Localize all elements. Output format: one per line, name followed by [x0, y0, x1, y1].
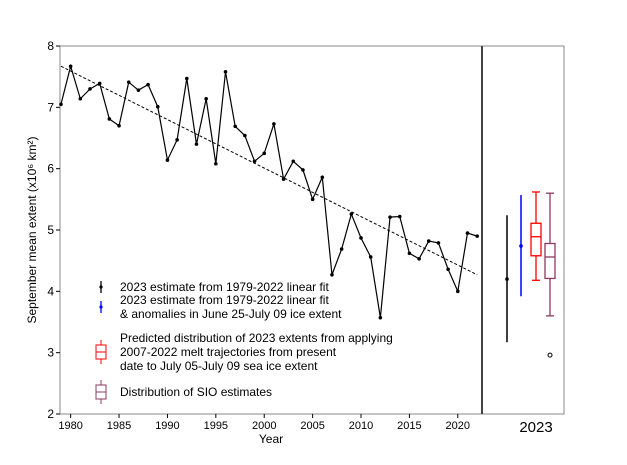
estimate-point	[519, 244, 523, 248]
data-point	[388, 215, 392, 219]
data-point	[59, 102, 63, 107]
estimate-point	[505, 277, 509, 281]
data-point	[339, 247, 344, 251]
data-point	[349, 212, 354, 216]
data-point	[465, 231, 470, 235]
data-point	[117, 123, 121, 128]
data-point	[397, 214, 402, 219]
data-point	[184, 76, 189, 81]
x-tick-label: 1995	[204, 420, 228, 432]
x-tick-label: 2015	[397, 420, 421, 432]
x-tick-label: 1990	[155, 420, 179, 432]
trend-line	[60, 65, 478, 276]
data-point	[194, 142, 199, 146]
x-tick-label: 1985	[107, 420, 131, 432]
x-tick-label: 2000	[252, 420, 276, 432]
data-point	[243, 133, 247, 138]
data-point	[214, 161, 218, 166]
data-point	[378, 315, 383, 320]
data-point	[272, 122, 276, 126]
data-point	[68, 64, 73, 69]
data-point	[368, 255, 373, 259]
x-tick-label: 1980	[58, 420, 82, 432]
y-tick-label: 6	[47, 162, 54, 176]
data-point	[175, 138, 179, 142]
legend-label: Distribution of SIO estimates	[120, 385, 272, 399]
side-x-label: 2023	[519, 419, 552, 436]
data-point	[320, 175, 325, 180]
data-point	[107, 117, 112, 121]
data-point	[204, 96, 208, 101]
legend: 2023 estimate from 1979-2022 linear fit2…	[95, 280, 393, 404]
data-point	[359, 236, 363, 240]
data-point	[97, 81, 102, 86]
box	[530, 222, 542, 257]
data-point	[78, 96, 83, 101]
legend-label: & anomalies in June 25-July 09 ice exten…	[120, 307, 342, 321]
legend-point-icon	[99, 305, 103, 309]
legend-label: 2007-2022 melt trajectories from present	[120, 345, 337, 359]
data-point	[146, 82, 150, 87]
y-tick-label: 3	[47, 346, 54, 360]
data-point	[456, 289, 460, 294]
outlier	[547, 352, 553, 358]
x-tick-label: 2010	[349, 420, 373, 432]
data-point	[301, 168, 305, 172]
x-tick-label: 2020	[446, 420, 470, 432]
series-line	[60, 63, 478, 318]
legend-label: 2023 estimate from 1979-2022 linear fit	[120, 280, 329, 294]
y-tick-label: 4	[47, 284, 54, 298]
y-tick-label: 2	[47, 407, 54, 421]
data-point	[281, 177, 286, 181]
data-point	[291, 159, 296, 164]
y-tick-label: 5	[47, 223, 54, 237]
data-point	[155, 104, 160, 109]
data-point	[262, 151, 267, 156]
y-tick-label: 8	[47, 39, 54, 53]
data-point	[407, 251, 412, 256]
data-point	[165, 158, 170, 162]
y-tick-label: 7	[47, 100, 54, 114]
legend-label: date to July 05-July 09 sea ice extent	[120, 359, 318, 373]
data-point	[223, 69, 228, 74]
data-point	[310, 197, 315, 202]
data-point	[252, 159, 257, 164]
data-point	[475, 234, 479, 238]
data-point	[88, 87, 92, 91]
box	[544, 242, 556, 280]
x-axis-label: Year	[259, 432, 283, 446]
legend-label: Predicted distribution of 2023 extents f…	[120, 331, 393, 345]
x-tick-label: 2005	[300, 420, 324, 432]
y-axis-label: September mean extent (x10⁶ km²)	[25, 136, 39, 323]
data-point	[426, 239, 431, 243]
data-point	[126, 80, 131, 84]
data-point	[436, 241, 441, 245]
data-point	[233, 124, 237, 129]
side-axes-frame	[481, 45, 565, 415]
data-point	[330, 272, 334, 277]
data-point	[417, 257, 421, 261]
legend-point-icon	[99, 285, 103, 289]
legend-label: 2023 estimate from 1979-2022 linear fit	[120, 293, 329, 307]
data-point	[136, 88, 141, 92]
data-point	[446, 267, 450, 272]
